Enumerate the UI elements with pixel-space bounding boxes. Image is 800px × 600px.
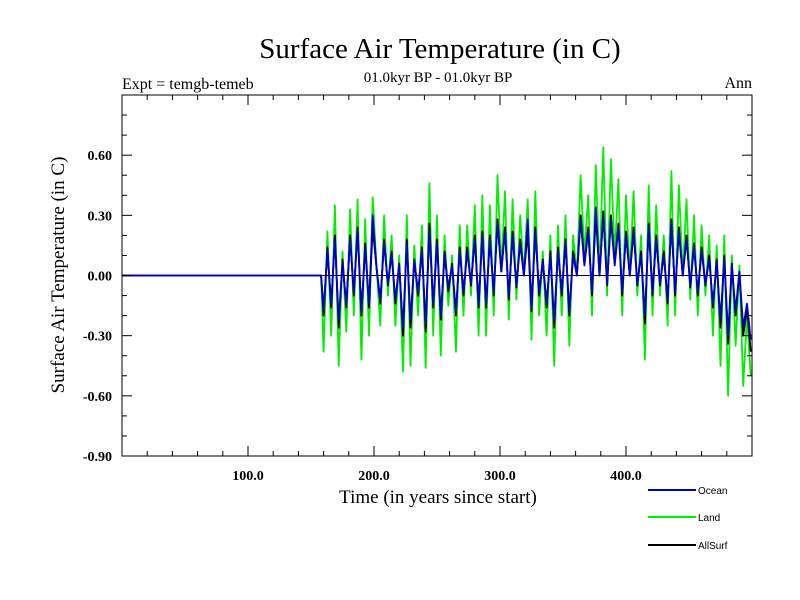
- y-tick-label: -0.60: [83, 390, 112, 405]
- y-tick-label: 0.00: [88, 270, 113, 285]
- y-axis-label: Surface Air Temperature (in C): [48, 157, 69, 394]
- legend-label-allsurf: AllSurf: [698, 541, 728, 552]
- y-tick-label: 0.60: [88, 149, 113, 164]
- period-label: Ann: [724, 75, 752, 92]
- x-tick-label: 100.0: [232, 469, 264, 484]
- series-line-ocean: [122, 206, 752, 340]
- chart-subtitle: 01.0kyr BP - 01.0kyr BP: [364, 70, 513, 86]
- y-tick-label: 0.30: [88, 209, 113, 224]
- x-axis: 100.0 200.0 300.0 400.0: [146, 95, 728, 484]
- experiment-label: Expt = temgb-temeb: [122, 76, 254, 93]
- chart-title: Surface Air Temperature (in C): [259, 33, 620, 65]
- y-tick-label: -0.30: [83, 330, 112, 345]
- x-axis-label: Time (in years since start): [339, 487, 537, 508]
- plot-area: [121, 94, 753, 457]
- y-axis: -0.90 -0.60 -0.30 0.00 0.30 0.60: [83, 94, 752, 465]
- legend: Ocean Land AllSurf: [648, 486, 728, 552]
- x-tick-label: 200.0: [358, 469, 390, 484]
- x-tick-label: 400.0: [610, 469, 642, 484]
- series-line-land: [122, 146, 752, 397]
- y-tick-label: -0.90: [83, 450, 112, 465]
- legend-label-land: Land: [698, 513, 720, 524]
- legend-label-ocean: Ocean: [698, 486, 727, 497]
- x-tick-label: 300.0: [484, 469, 516, 484]
